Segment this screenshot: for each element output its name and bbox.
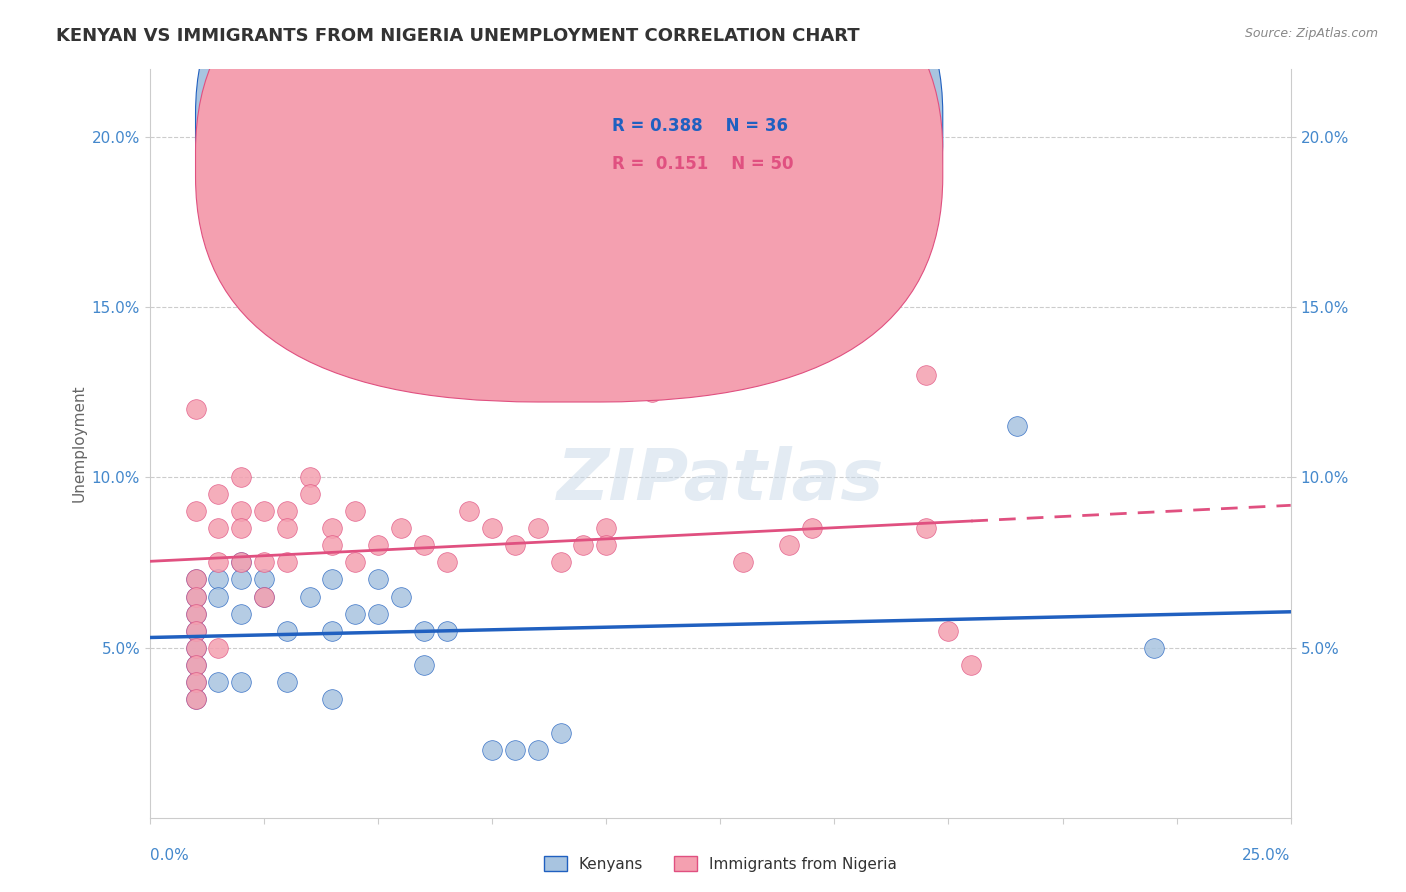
Point bbox=[184, 402, 207, 417]
Point bbox=[503, 743, 526, 757]
Text: KENYAN VS IMMIGRANTS FROM NIGERIA UNEMPLOYMENT CORRELATION CHART: KENYAN VS IMMIGRANTS FROM NIGERIA UNEMPL… bbox=[56, 27, 860, 45]
FancyBboxPatch shape bbox=[515, 106, 858, 207]
Point bbox=[184, 607, 207, 621]
Point bbox=[184, 573, 207, 587]
Point bbox=[412, 657, 434, 672]
Point bbox=[207, 487, 229, 501]
Point bbox=[572, 538, 595, 552]
Point bbox=[231, 521, 253, 535]
Point bbox=[412, 538, 434, 552]
Point bbox=[321, 573, 343, 587]
Point bbox=[344, 556, 367, 570]
Point bbox=[207, 573, 229, 587]
Legend: Kenyans, Immigrants from Nigeria: Kenyans, Immigrants from Nigeria bbox=[537, 849, 903, 878]
Y-axis label: Unemployment: Unemployment bbox=[72, 384, 86, 502]
Point bbox=[184, 590, 207, 604]
Point bbox=[184, 657, 207, 672]
Point bbox=[184, 504, 207, 518]
Point bbox=[276, 504, 298, 518]
Point bbox=[595, 521, 617, 535]
Text: Source: ZipAtlas.com: Source: ZipAtlas.com bbox=[1244, 27, 1378, 40]
Point bbox=[298, 487, 321, 501]
Point bbox=[184, 607, 207, 621]
Point bbox=[231, 470, 253, 484]
Point bbox=[184, 624, 207, 638]
Point bbox=[412, 624, 434, 638]
Point bbox=[367, 573, 389, 587]
Point bbox=[1143, 640, 1166, 655]
Point bbox=[184, 573, 207, 587]
Point bbox=[207, 590, 229, 604]
Point bbox=[436, 556, 458, 570]
Point bbox=[914, 368, 936, 383]
Point bbox=[344, 607, 367, 621]
Text: R =  0.151    N = 50: R = 0.151 N = 50 bbox=[612, 154, 793, 173]
Point bbox=[231, 674, 253, 689]
Point bbox=[184, 657, 207, 672]
FancyBboxPatch shape bbox=[195, 0, 943, 365]
Point bbox=[344, 504, 367, 518]
Point bbox=[778, 538, 800, 552]
Point bbox=[276, 556, 298, 570]
Point bbox=[207, 556, 229, 570]
Point bbox=[938, 624, 960, 638]
Point bbox=[321, 521, 343, 535]
Point bbox=[367, 607, 389, 621]
Point bbox=[526, 743, 548, 757]
Point bbox=[207, 521, 229, 535]
Point bbox=[960, 657, 983, 672]
Point bbox=[276, 521, 298, 535]
Point bbox=[231, 607, 253, 621]
Point bbox=[481, 743, 503, 757]
Point bbox=[231, 573, 253, 587]
Point bbox=[321, 624, 343, 638]
Point bbox=[253, 573, 276, 587]
Point bbox=[184, 624, 207, 638]
Point bbox=[231, 504, 253, 518]
Text: 25.0%: 25.0% bbox=[1243, 848, 1291, 863]
Point bbox=[184, 674, 207, 689]
Point bbox=[733, 556, 755, 570]
Point bbox=[207, 640, 229, 655]
Text: 0.0%: 0.0% bbox=[150, 848, 188, 863]
Point bbox=[914, 521, 936, 535]
FancyBboxPatch shape bbox=[195, 0, 943, 402]
Point bbox=[367, 538, 389, 552]
Point bbox=[253, 504, 276, 518]
Point bbox=[184, 590, 207, 604]
Point bbox=[231, 556, 253, 570]
Point bbox=[458, 504, 481, 518]
Point bbox=[481, 521, 503, 535]
Text: R = 0.388    N = 36: R = 0.388 N = 36 bbox=[612, 117, 787, 136]
Point bbox=[321, 538, 343, 552]
Point bbox=[321, 691, 343, 706]
Point bbox=[184, 691, 207, 706]
Point bbox=[231, 556, 253, 570]
Point bbox=[184, 640, 207, 655]
Point bbox=[550, 725, 572, 739]
Point bbox=[298, 590, 321, 604]
Point bbox=[298, 470, 321, 484]
Point bbox=[595, 538, 617, 552]
Point bbox=[389, 521, 412, 535]
Point bbox=[526, 521, 548, 535]
Point bbox=[800, 521, 823, 535]
Point bbox=[550, 556, 572, 570]
Point bbox=[503, 538, 526, 552]
Point bbox=[253, 590, 276, 604]
Point bbox=[641, 385, 664, 400]
Point bbox=[276, 674, 298, 689]
Point bbox=[184, 674, 207, 689]
Point bbox=[436, 624, 458, 638]
Point bbox=[207, 674, 229, 689]
Text: ZIPatlas: ZIPatlas bbox=[557, 446, 884, 516]
Point bbox=[1005, 419, 1028, 434]
Point bbox=[253, 556, 276, 570]
Point bbox=[276, 624, 298, 638]
Point bbox=[184, 640, 207, 655]
Point bbox=[184, 691, 207, 706]
Point bbox=[253, 590, 276, 604]
Point bbox=[389, 590, 412, 604]
